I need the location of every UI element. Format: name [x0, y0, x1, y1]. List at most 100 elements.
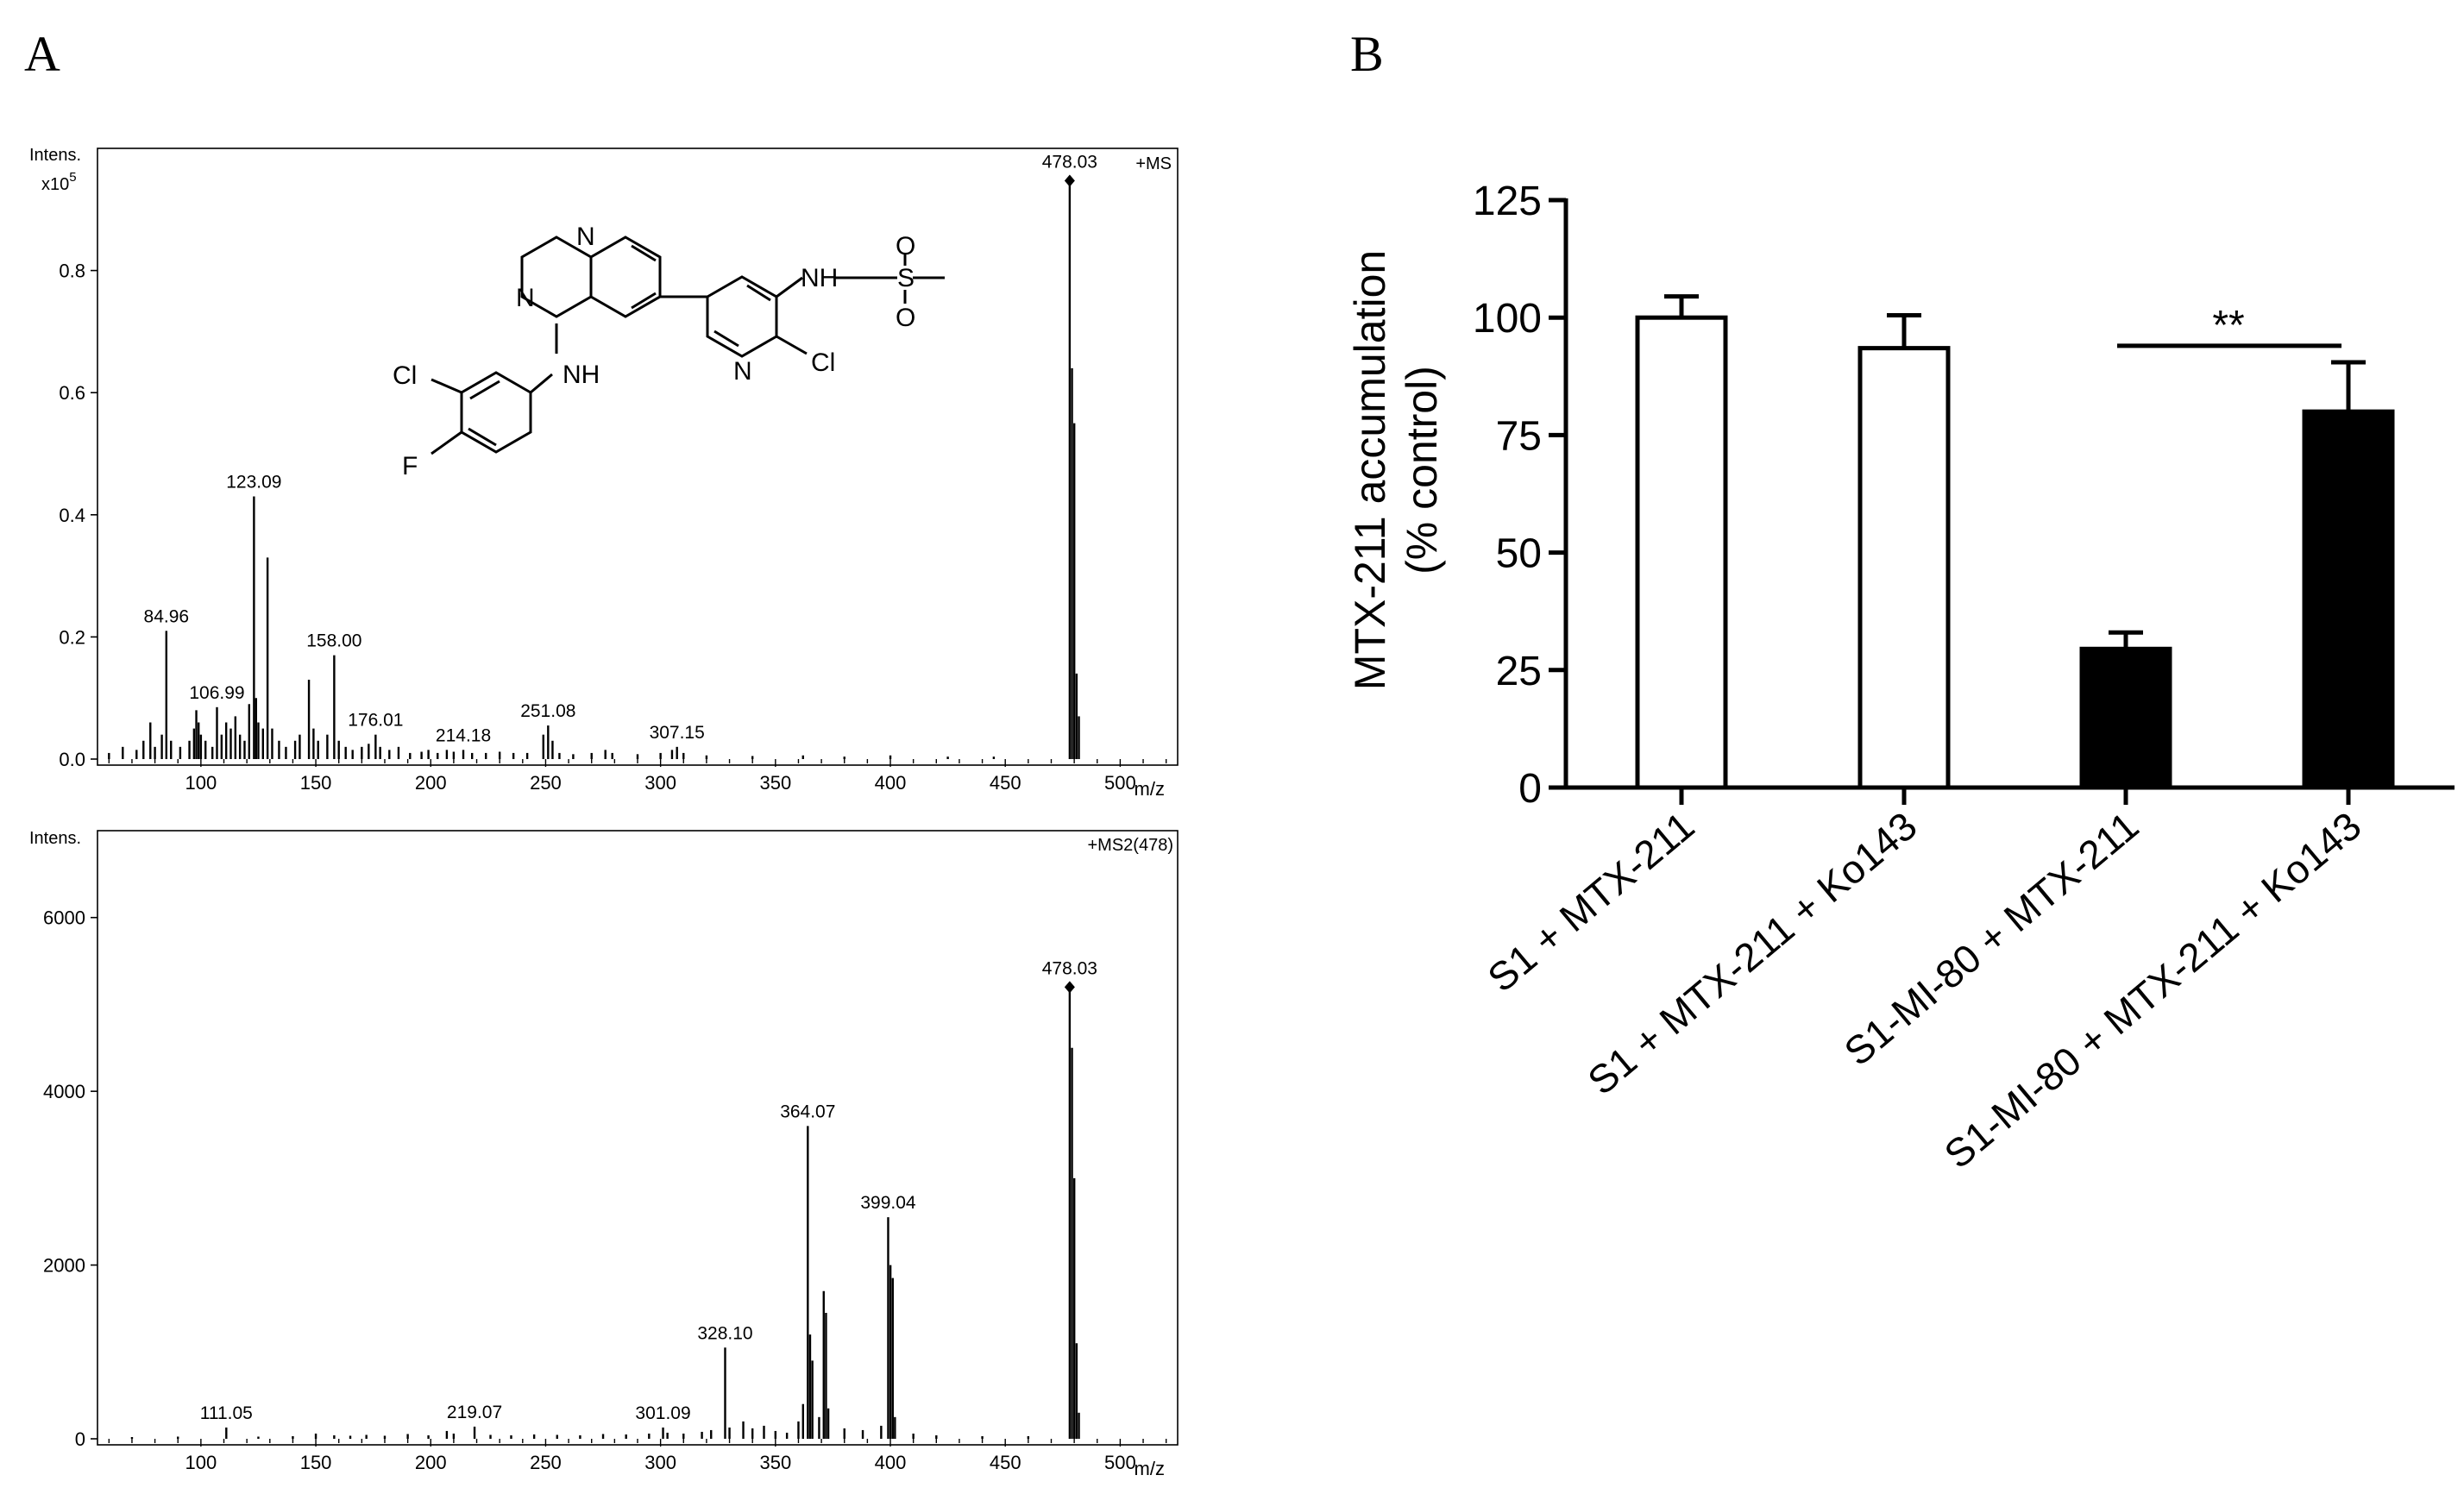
- ms-top-multiplier-exp: 5: [69, 170, 76, 185]
- ms-bottom-peak-label: 328.10: [697, 1323, 752, 1343]
- bar: [2302, 409, 2395, 790]
- ms-top-y-tick-label: 0.6: [59, 382, 85, 404]
- ms-top-y-tick-label: 0.4: [59, 505, 85, 526]
- ms-top-peak-label: 123.09: [226, 473, 281, 493]
- ms-bottom-peak-label: 301.09: [635, 1403, 690, 1423]
- bar: [1857, 346, 1951, 790]
- chemical-structure-atoms: N N NH Cl F NH S O O N Cl: [393, 223, 915, 480]
- benzo-double-bond: [631, 244, 657, 262]
- ms-top-peak-label: 478.03: [1042, 152, 1097, 172]
- bar-significance: **: [2117, 303, 2341, 348]
- atom-f: F: [402, 452, 418, 480]
- bar-category-label: S1-MI-80 + MTX-211 + Ko143: [1936, 803, 2370, 1177]
- bar-y-tick-label: 0: [1518, 766, 1542, 812]
- ms-spectrum-top: Intens. x105 +MS m/z 0.0 0.2 0.4 0.6 0.8 100…: [29, 146, 1179, 800]
- ms-top-y-axis: 0.0 0.2 0.4 0.6 0.8: [59, 261, 97, 770]
- ms-bottom-y-axis: 0 2000 4000 6000: [43, 907, 97, 1450]
- ms-bottom-peak-label: 399.04: [860, 1193, 916, 1213]
- ms-top-multiplier: x105: [41, 170, 77, 194]
- atom-cl-aryl: Cl: [393, 361, 417, 390]
- atom-o-top: O: [896, 232, 915, 261]
- bar-y-tick-label: 50: [1496, 531, 1542, 577]
- ms-bottom-x-tick-label: 150: [300, 1452, 332, 1473]
- ms-top-x-tick-label: 200: [415, 772, 447, 794]
- atom-n-pyridine: N: [733, 357, 752, 386]
- significance-label: **: [2212, 303, 2244, 348]
- bar-ylabel-line2: (% control): [1398, 366, 1446, 574]
- atom-n1: N: [576, 223, 595, 251]
- benzo-ring: [589, 235, 662, 318]
- ms-bottom-peak-label: 364.07: [780, 1102, 835, 1121]
- ms-top-x-tick-label: 350: [759, 772, 791, 794]
- ms-top-peak-label: 307.15: [650, 723, 705, 743]
- cl-bond: [431, 378, 462, 394]
- ms-bottom-peak-label: 111.05: [200, 1403, 253, 1423]
- cl-bond: [776, 335, 808, 355]
- atom-o-bottom: O: [896, 304, 915, 332]
- ms-top-peak-label: 106.99: [189, 683, 244, 703]
- bar-y-tick-label: 75: [1496, 413, 1542, 459]
- ms-top-peaks: [108, 185, 1080, 759]
- ms-bottom-peak-label: 478.03: [1042, 958, 1097, 978]
- ms-bottom-x-tick-label: 100: [185, 1452, 217, 1473]
- ms-bottom-y-tick-label: 0: [75, 1428, 85, 1450]
- ms-top-x-tick-label: 150: [300, 772, 332, 794]
- ms-bottom-x-tick-label: 250: [530, 1452, 562, 1473]
- ms-bottom-peaks: [130, 991, 1080, 1439]
- ms-top-x-tick-label: 300: [644, 772, 676, 794]
- atom-nh-amine: NH: [563, 361, 600, 389]
- ms-top-x-tick-label: 450: [990, 772, 1021, 794]
- ms-top-peak-label: 84.96: [144, 606, 190, 626]
- ms-bottom-peak-label: 219.07: [447, 1403, 502, 1422]
- panel-label-b: B: [1350, 26, 1384, 82]
- ms-top-peak-labels: 84.96 106.99 123.09 158.00 176.01 214.18 251.0…: [144, 152, 1097, 745]
- bar-category-label: S1 + MTX-211: [1479, 803, 1702, 1001]
- ms-bottom-x-tick-label: 350: [759, 1452, 791, 1473]
- ms-bottom-x-axis: 100 150 200 250 300 350 400 450 500: [108, 1439, 1167, 1473]
- atom-n3: N: [516, 284, 535, 312]
- chemical-structure: [431, 235, 945, 455]
- ms-top-peak-label: 176.01: [348, 711, 403, 731]
- ms-top-x-tick-label: 400: [875, 772, 907, 794]
- ms-top-precursor-marker: [1064, 174, 1075, 187]
- ms-bottom-y-tick-label: 2000: [43, 1255, 85, 1277]
- bar: [1635, 315, 1728, 790]
- ms-top-peak-label: 214.18: [436, 725, 491, 745]
- bar-bars: [1635, 294, 2395, 790]
- ms-top-frame: [97, 148, 1179, 766]
- pyridine-double-bond: [746, 284, 771, 302]
- ms-top-y-tick-label: 0.2: [59, 626, 85, 648]
- ms-bottom-xlabel: m/z: [1135, 1458, 1165, 1479]
- ms-bottom-x-tick-label: 200: [415, 1452, 447, 1473]
- ms-top-x-tick-label: 100: [185, 772, 217, 794]
- ms-bottom-x-tick-label: 300: [644, 1452, 676, 1473]
- atom-s: S: [897, 264, 915, 292]
- ms-bottom-y-tick-label: 6000: [43, 907, 85, 929]
- ms-top-x-tick-label: 250: [530, 772, 562, 794]
- ms-top-xlabel: m/z: [1135, 778, 1165, 800]
- aryl-double-bond: [468, 427, 497, 447]
- ms-top-x-tick-label: 500: [1104, 772, 1136, 794]
- panel-label-a: A: [24, 26, 60, 82]
- bar-y-tick-label: 125: [1473, 179, 1542, 224]
- bar: [2079, 646, 2172, 790]
- atom-cl-pyridine: Cl: [811, 348, 835, 377]
- f-bond: [431, 430, 462, 455]
- ms-bottom-mode-label: +MS2(478): [1088, 836, 1174, 855]
- ms-top-x-axis: 100 150 200 250 300 350 400 450 500: [108, 759, 1167, 794]
- ms-bottom-frame: [97, 830, 1179, 1446]
- bar-ylabel-group: MTX-211 accumulation (% control): [1346, 250, 1446, 690]
- bar-chart-b: MTX-211 accumulation (% control) 0 25 50 75…: [1346, 179, 2455, 1177]
- ms-bottom-x-tick-label: 500: [1104, 1452, 1136, 1473]
- ms-top-mode-label: +MS: [1135, 154, 1172, 173]
- bar-y-tick-label: 25: [1496, 649, 1542, 694]
- nh-aryl-bond: [530, 373, 553, 394]
- ms-top-y-tick-label: 0.0: [59, 749, 85, 770]
- ms-top-multiplier-base: x10: [41, 175, 69, 194]
- aryl-double-bond: [469, 380, 500, 400]
- ms-bottom-x-tick-label: 400: [875, 1452, 907, 1473]
- ms-top-peak-label: 158.00: [306, 631, 361, 651]
- ms-bottom-y-tick-label: 4000: [43, 1081, 85, 1102]
